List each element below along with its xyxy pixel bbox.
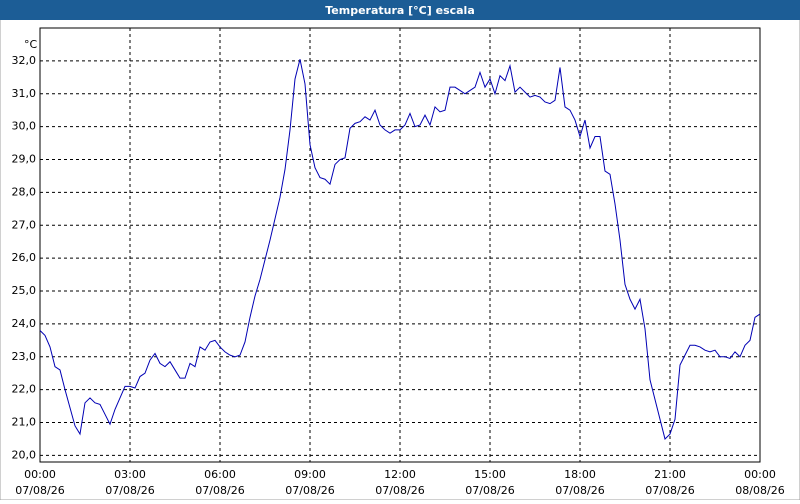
y-tick-label: 30,0 [12,120,37,133]
y-unit: °C [24,38,38,51]
x-tick-date: 08/08/26 [735,484,784,497]
x-tick-label: 03:00 [114,468,146,481]
title-bar [0,0,800,20]
y-tick-label: 20,0 [12,448,37,461]
x-tick-date: 07/08/26 [105,484,154,497]
x-tick-date: 07/08/26 [195,484,244,497]
y-tick-label: 25,0 [12,284,37,297]
line [39,59,761,440]
x-tick-label: 21:00 [654,468,686,481]
y-tick-label: 21,0 [12,416,37,429]
y-tick-label: 22,0 [12,383,37,396]
y-tick-label: 26,0 [12,251,37,264]
x-tick-date: 07/08/26 [465,484,514,497]
x-tick-date: 07/08/26 [375,484,424,497]
chart-title: Temperatura [°C] escala [325,4,475,17]
y-tick-label: 28,0 [12,185,37,198]
x-tick-label: 09:00 [294,468,326,481]
x-tick-label: 06:00 [204,468,236,481]
y-tick-label: 24,0 [12,317,37,330]
x-tick-label: 00:00 [24,468,56,481]
y-tick-label: 31,0 [12,87,37,100]
y-tick-label: 23,0 [12,350,37,363]
x-tick-label: 12:00 [384,468,416,481]
y-tick-label: 27,0 [12,218,37,231]
x-tick-date: 07/08/26 [555,484,604,497]
y-tick-label: 32,0 [12,54,37,67]
x-tick-date: 07/08/26 [645,484,694,497]
x-tick-label: 18:00 [564,468,596,481]
x-tick-label: 15:00 [474,468,506,481]
y-tick-label: 29,0 [12,153,37,166]
x-tick-date: 07/08/26 [15,484,64,497]
x-tick-label: 00:00 [744,468,776,481]
x-tick-date: 07/08/26 [285,484,334,497]
